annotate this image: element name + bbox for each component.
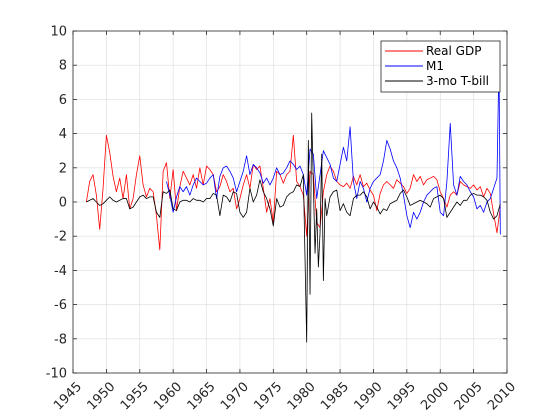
legend-label-t-bill: 3-mo T-bill: [426, 74, 489, 88]
y-tick-label-4: 4: [59, 127, 67, 142]
grid: [73, 31, 507, 373]
y-tick-label-10: 10: [50, 25, 67, 40]
legend-label-real-gdp: Real GDP: [426, 44, 481, 58]
series-layer: [85, 59, 501, 343]
y-tick-label-6: 6: [59, 93, 67, 108]
y-tick-label-2: 2: [59, 161, 67, 176]
y-tick-label--2: -2: [54, 230, 67, 245]
legend: Real GDP M1 3-mo T-bill: [380, 40, 501, 93]
y-tick-label--10: -10: [46, 367, 67, 382]
y-tick-label--4: -4: [54, 264, 67, 279]
y-tick-labels: -10 -8 -6 -4 -2 0 2 4 6 8 10: [46, 25, 67, 382]
y-tick-label--8: -8: [54, 332, 67, 347]
y-tick-label--6: -6: [54, 298, 67, 313]
ticks: [72, 30, 508, 374]
legend-label-m1: M1: [426, 59, 444, 73]
y-tick-label-8: 8: [59, 59, 67, 74]
series-line-t-bill: [86, 112, 501, 343]
series-line-m1: [166, 59, 501, 235]
y-tick-label-0: 0: [59, 196, 67, 211]
